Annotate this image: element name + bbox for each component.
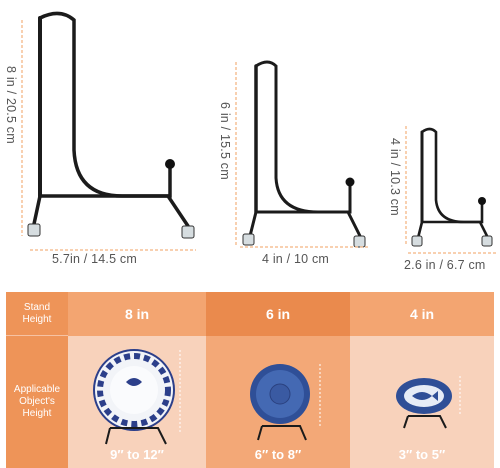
stands-illustration	[21, 11, 496, 254]
stand-large-width-label: 5.7in / 14.5 cm	[52, 252, 137, 266]
stand-medium	[242, 60, 366, 248]
stand-small-dimension-lines	[405, 126, 496, 254]
range-4in: 3″ to 5″	[398, 446, 446, 462]
product-dimensions: 8 in / 20.5 cm 5.7in / 14.5 cm 6 in / 15…	[4, 11, 496, 272]
stand-medium-width-label: 4 in / 10 cm	[262, 252, 330, 266]
header-stand-6in: 6 in	[206, 292, 350, 336]
size-chart-table: Stand Height Applicable Object's Height …	[6, 292, 494, 468]
row-label-applicable-object: Applicable Object's Height	[6, 336, 68, 468]
row-label-stand-height: Stand Height	[6, 292, 68, 336]
stand-large-dimension-lines	[21, 20, 196, 251]
stand-medium-dimension-lines	[235, 62, 368, 248]
stand-large	[27, 11, 195, 239]
fish-dish-icon	[396, 376, 461, 429]
stand-medium-height-label: 6 in / 15.5 cm	[218, 102, 232, 180]
patterned-plate-icon	[93, 349, 181, 445]
blue-bowl-icon	[250, 364, 321, 441]
stand-small	[411, 127, 493, 247]
header-stand-4in: 4 in	[350, 292, 494, 336]
range-8in: 9″ to 12″	[110, 446, 164, 462]
range-6in: 6″ to 8″	[254, 446, 302, 462]
stand-large-height-label: 8 in / 20.5 cm	[4, 66, 18, 144]
stand-small-height-label: 4 in / 10.3 cm	[388, 138, 402, 216]
header-stand-8in: 8 in	[68, 292, 206, 336]
stand-small-width-label: 2.6 in / 6.7 cm	[404, 258, 486, 272]
